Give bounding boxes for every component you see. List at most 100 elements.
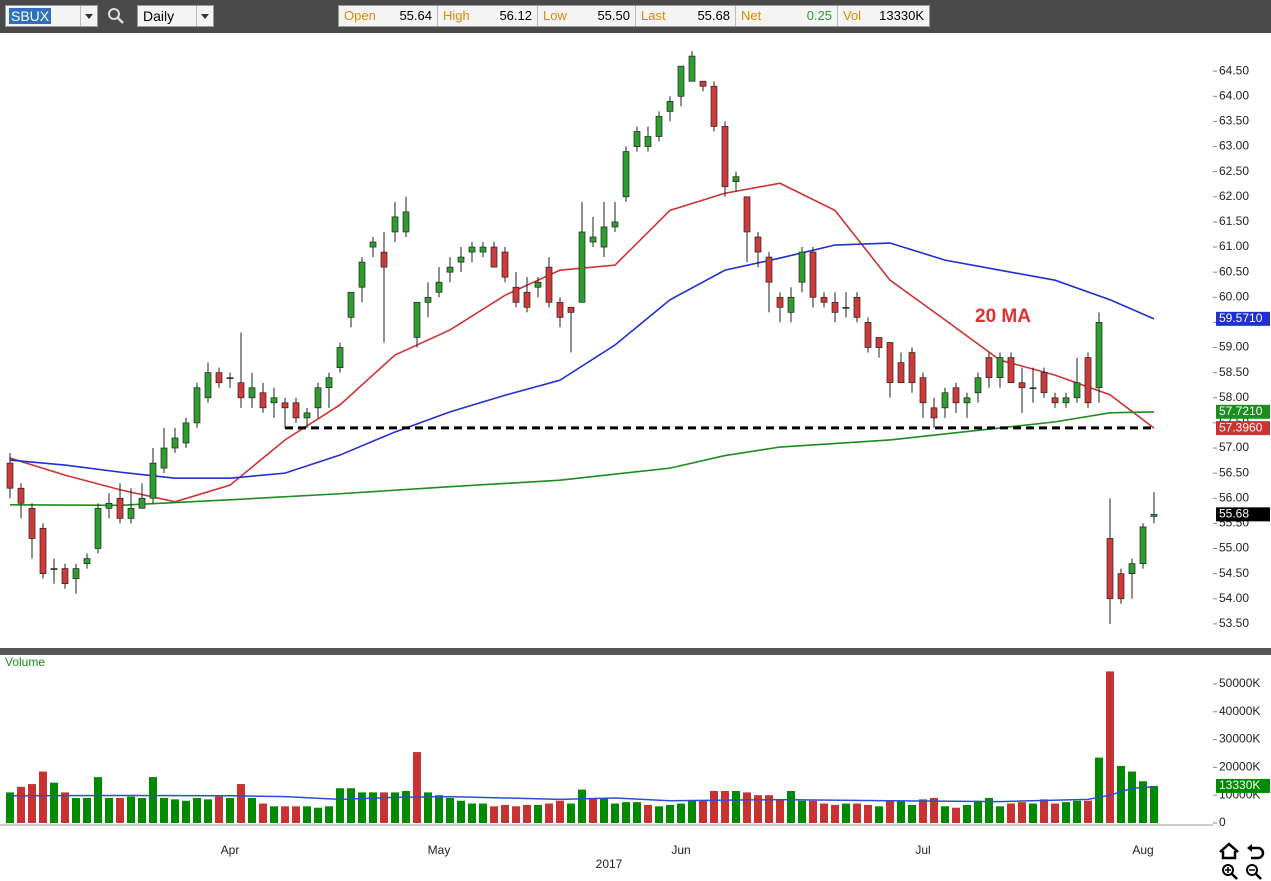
moving-average [9, 786, 1155, 803]
y-tick-label: 53.50 [1219, 616, 1249, 630]
y-tick-label: 30000K [1219, 732, 1260, 746]
volume-bar [105, 797, 113, 823]
volume-bar [600, 797, 608, 823]
volume-bar [908, 804, 916, 823]
candle-body [1084, 357, 1092, 404]
volume-bar [732, 791, 740, 823]
volume-bar [699, 800, 707, 823]
candle-body [1095, 322, 1103, 389]
y-tick-label: 56.50 [1219, 465, 1249, 479]
last-value-label: 55.68 [1219, 507, 1249, 521]
volume-bar [842, 803, 850, 823]
volume-bar [1139, 781, 1147, 823]
home-button[interactable] [1219, 842, 1239, 860]
candle-body [567, 306, 575, 313]
y-tick-label: 58.50 [1219, 365, 1249, 379]
last-value-box [1216, 507, 1270, 522]
volume-bar [952, 807, 960, 823]
candle-body [1073, 382, 1081, 399]
zoom-out-button[interactable] [1246, 864, 1262, 880]
candle-body [963, 397, 971, 404]
candle-body [952, 387, 960, 404]
candle-body [512, 286, 520, 303]
candle-body [17, 487, 25, 504]
candle-body [149, 462, 157, 499]
volume-bar [677, 803, 685, 823]
volume-bar [292, 806, 300, 823]
x-tick-label: May [428, 843, 451, 857]
volume-bar [127, 796, 135, 823]
candle-body [160, 447, 168, 469]
x-tick-label: Jun [671, 843, 690, 857]
candle-body [1139, 526, 1147, 564]
candle-body [402, 211, 410, 233]
volume-bar [589, 797, 597, 823]
y-tick-label: 0 [1219, 815, 1226, 829]
volume-bar [61, 792, 69, 823]
dropdown[interactable] [80, 6, 97, 26]
candle-body [743, 196, 751, 233]
candle-body [204, 372, 212, 399]
zoom-in-button[interactable] [1222, 864, 1238, 880]
symbol: SBUX [9, 8, 52, 24]
y-tick-label: 54.50 [1219, 566, 1249, 580]
candle-body [1051, 397, 1059, 404]
candle-body [710, 85, 718, 127]
moving-average [9, 242, 1155, 479]
dropdown[interactable] [196, 6, 213, 26]
y-tick-label: 61.00 [1219, 239, 1249, 253]
candle-body [732, 176, 740, 183]
search-icon[interactable] [107, 7, 125, 25]
volume-bar [1040, 799, 1048, 823]
y-tick-label: 56.00 [1219, 490, 1249, 504]
volume-bar [490, 806, 498, 823]
candle-body [116, 497, 124, 519]
candle-body [545, 266, 553, 303]
volume-bar [622, 802, 630, 823]
candle-body [72, 568, 80, 580]
y-tick-label: 60.50 [1219, 264, 1249, 278]
quote-label: Low [543, 8, 567, 23]
volume-bar [72, 797, 80, 823]
candle-body [633, 131, 641, 147]
volume-bar [193, 797, 201, 823]
symbol-input[interactable]: SBUX [5, 5, 98, 27]
quote-label: Vol [843, 8, 862, 23]
volume-bar [578, 789, 586, 823]
candle-body [413, 301, 421, 338]
volume-bar [721, 791, 729, 823]
panel-divider [0, 648, 1271, 655]
candle-body [490, 246, 498, 268]
last-value-box [1216, 778, 1270, 793]
candle-body [457, 256, 465, 263]
volume-bar [556, 800, 564, 823]
volume-bar [897, 800, 905, 823]
volume-bar [754, 795, 762, 823]
candle-body [369, 241, 377, 248]
candle-body [6, 462, 14, 489]
volume-bar [996, 806, 1004, 823]
candle-body [908, 352, 916, 384]
volume-bar [325, 806, 333, 823]
candle-body [996, 357, 1004, 379]
candle-body [314, 387, 322, 409]
volume-bar [1073, 800, 1081, 823]
x-tick-label: Apr [221, 843, 240, 857]
volume-bar [1106, 671, 1114, 823]
volume-bar [930, 797, 938, 823]
candle-body [182, 422, 190, 444]
candle-body [468, 246, 476, 253]
quote-value: 55.64 [399, 8, 432, 23]
period-select[interactable]: Daily [137, 5, 214, 27]
candle-body [391, 216, 399, 233]
chart: 53.5054.0054.5055.0055.5056.0056.5057.00… [0, 51, 1271, 880]
candle-body [666, 100, 674, 112]
y-tick-label: 60.00 [1219, 289, 1249, 303]
candle-body [1062, 397, 1070, 404]
volume-bar [1128, 771, 1136, 823]
y-tick-label: 55.00 [1219, 541, 1249, 555]
candle-body [611, 221, 619, 228]
volume-bar [831, 804, 839, 823]
undo-button[interactable] [1247, 844, 1265, 860]
y-tick-label: 54.00 [1219, 591, 1249, 605]
